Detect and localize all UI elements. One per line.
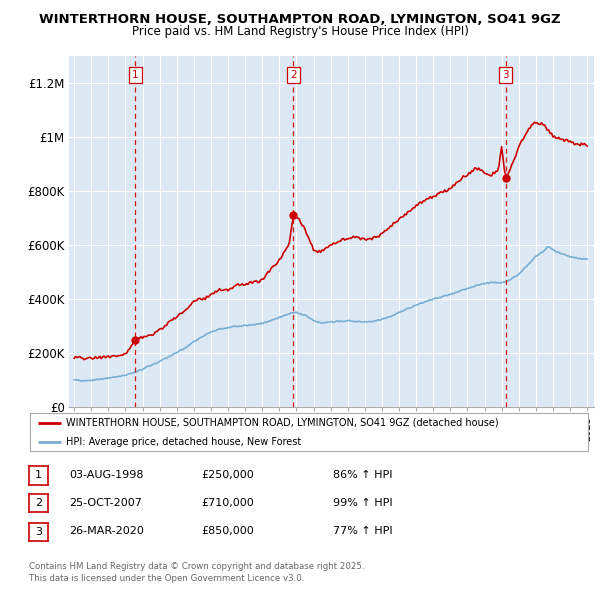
Text: 26-MAR-2020: 26-MAR-2020 bbox=[69, 526, 144, 536]
Text: 2: 2 bbox=[35, 498, 42, 508]
Text: WINTERTHORN HOUSE, SOUTHAMPTON ROAD, LYMINGTON, SO41 9GZ (detached house): WINTERTHORN HOUSE, SOUTHAMPTON ROAD, LYM… bbox=[66, 418, 499, 428]
Text: 03-AUG-1998: 03-AUG-1998 bbox=[69, 470, 143, 480]
Text: WINTERTHORN HOUSE, SOUTHAMPTON ROAD, LYMINGTON, SO41 9GZ: WINTERTHORN HOUSE, SOUTHAMPTON ROAD, LYM… bbox=[39, 13, 561, 26]
Text: 86% ↑ HPI: 86% ↑ HPI bbox=[333, 470, 392, 480]
Text: 25-OCT-2007: 25-OCT-2007 bbox=[69, 498, 142, 507]
Text: HPI: Average price, detached house, New Forest: HPI: Average price, detached house, New … bbox=[66, 437, 302, 447]
Text: £850,000: £850,000 bbox=[201, 526, 254, 536]
Text: 1: 1 bbox=[132, 70, 139, 80]
Text: 3: 3 bbox=[35, 526, 42, 536]
Text: Price paid vs. HM Land Registry's House Price Index (HPI): Price paid vs. HM Land Registry's House … bbox=[131, 25, 469, 38]
Text: 1: 1 bbox=[35, 470, 42, 480]
Text: 3: 3 bbox=[502, 70, 509, 80]
Text: £250,000: £250,000 bbox=[201, 470, 254, 480]
Text: Contains HM Land Registry data © Crown copyright and database right 2025.
This d: Contains HM Land Registry data © Crown c… bbox=[29, 562, 364, 583]
Text: £710,000: £710,000 bbox=[201, 498, 254, 507]
Text: 77% ↑ HPI: 77% ↑ HPI bbox=[333, 526, 392, 536]
Text: 99% ↑ HPI: 99% ↑ HPI bbox=[333, 498, 392, 507]
Text: 2: 2 bbox=[290, 70, 296, 80]
